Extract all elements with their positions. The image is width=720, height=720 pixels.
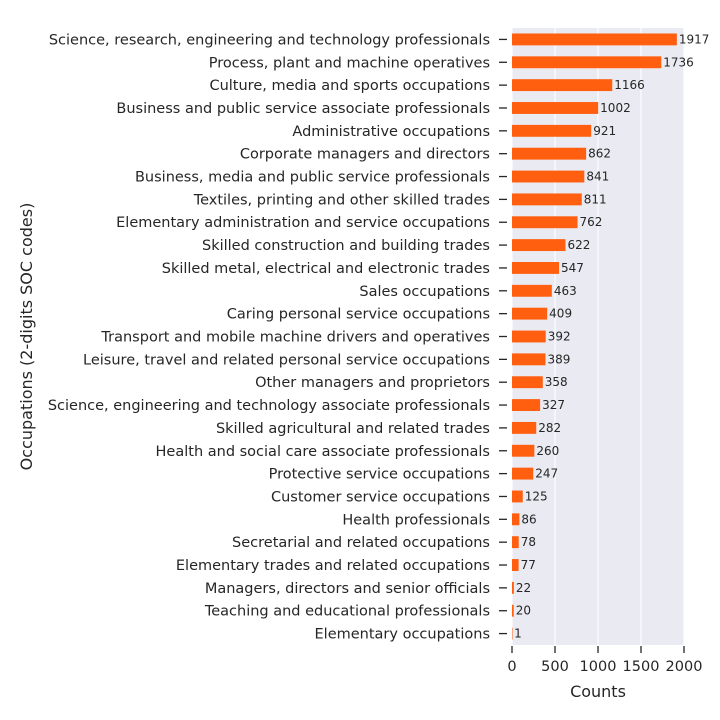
category-label: Business and public service associate pr… <box>116 101 490 117</box>
bar-value-label: 389 <box>547 352 570 366</box>
category-label: Customer service occupations <box>271 489 490 505</box>
category-label: Elementary occupations <box>315 627 491 643</box>
bar <box>512 376 543 389</box>
bar <box>512 421 537 434</box>
bar-value-label: 358 <box>545 375 568 389</box>
bar <box>512 627 513 640</box>
bar-value-label: 762 <box>580 215 603 229</box>
bar <box>512 56 662 69</box>
bar <box>512 604 514 617</box>
bar <box>512 513 520 526</box>
bar <box>512 559 519 571</box>
bar-value-label: 77 <box>521 558 536 572</box>
x-tick-label: 1000 <box>580 659 617 675</box>
category-label: Textiles, printing and other skilled tra… <box>193 192 490 208</box>
bar <box>512 399 541 411</box>
bar <box>512 330 546 343</box>
bar <box>512 467 534 480</box>
category-label: Administrative occupations <box>292 124 490 140</box>
bar <box>512 444 535 457</box>
bar <box>512 33 677 46</box>
category-label: Elementary trades and related occupation… <box>176 558 490 574</box>
bar-value-label: 463 <box>554 284 577 298</box>
bar <box>512 124 592 137</box>
category-label: Health and social care associate profess… <box>156 444 490 460</box>
bar <box>512 239 566 252</box>
category-label: Caring personal service occupations <box>227 307 490 323</box>
bar-value-label: 327 <box>542 398 565 412</box>
x-tick-label: 500 <box>541 659 569 675</box>
category-label: Skilled metal, electrical and electronic… <box>162 261 490 277</box>
category-label: Science, research, engineering and techn… <box>49 32 490 48</box>
category-label: Elementary administration and service oc… <box>116 215 490 231</box>
bar-value-label: 921 <box>593 124 616 138</box>
bar-value-label: 1 <box>514 627 522 641</box>
category-label: Transport and mobile machine drivers and… <box>100 330 490 346</box>
category-label: Managers, directors and senior officials <box>205 581 490 597</box>
category-label: Protective service occupations <box>269 467 490 483</box>
bar-value-labels: 1917 1736 1166 1002 921 862 841 811 762 622 547 463… <box>514 32 709 640</box>
bar-value-label: 260 <box>536 444 559 458</box>
bar <box>512 353 546 366</box>
bar-value-label: 86 <box>521 512 536 526</box>
bar <box>512 262 560 274</box>
category-label: Sales occupations <box>359 284 490 300</box>
bar-value-label: 841 <box>586 170 609 184</box>
category-label: Skilled construction and building trades <box>202 238 490 254</box>
category-label: Process, plant and machine operatives <box>209 55 490 71</box>
bar <box>512 284 552 297</box>
bars <box>512 33 677 640</box>
bar-value-label: 1917 <box>679 32 710 46</box>
bar-value-label: 392 <box>548 330 571 344</box>
bar-value-label: 22 <box>516 581 531 595</box>
bar-value-label: 622 <box>567 238 590 252</box>
category-axis: Science, research, engineering and techn… <box>48 32 507 643</box>
x-axis-title: Counts <box>570 682 626 701</box>
category-label: Business, media and public service profe… <box>135 170 490 186</box>
bar-value-label: 1166 <box>614 78 645 92</box>
bar <box>512 581 514 594</box>
bar-value-label: 78 <box>521 535 536 549</box>
bar <box>512 307 548 320</box>
bar <box>512 216 578 229</box>
category-label: Culture, media and sports occupations <box>209 78 490 94</box>
category-label: Other managers and proprietors <box>255 375 490 391</box>
x-tick-label: 2000 <box>666 659 703 675</box>
bar-value-label: 247 <box>535 467 558 481</box>
bar <box>512 147 587 160</box>
bar <box>512 490 523 503</box>
bar <box>512 193 582 206</box>
bar <box>512 102 599 114</box>
category-label: Leisure, travel and related personal ser… <box>83 352 490 368</box>
category-label: Teaching and educational professionals <box>204 604 490 620</box>
x-tick-label: 1500 <box>623 659 660 675</box>
bar-value-label: 862 <box>588 147 611 161</box>
bar-value-label: 125 <box>525 489 548 503</box>
category-label: Secretarial and related occupations <box>232 535 490 551</box>
bar-value-label: 1002 <box>600 101 631 115</box>
bar-value-label: 20 <box>516 604 531 618</box>
bar-value-label: 1736 <box>663 55 694 69</box>
bar <box>512 170 585 183</box>
category-label: Skilled agricultural and related trades <box>216 421 490 437</box>
x-tick-label: 0 <box>507 659 516 675</box>
bar-value-label: 547 <box>561 261 584 275</box>
bar-value-label: 409 <box>549 307 572 321</box>
bar-value-label: 811 <box>584 192 607 206</box>
y-axis-title: Occupations (2-digits SOC codes) <box>17 203 36 471</box>
category-label: Health professionals <box>342 512 490 528</box>
category-label: Corporate managers and directors <box>240 147 490 163</box>
bar <box>512 79 613 92</box>
bar-value-label: 282 <box>538 421 561 435</box>
bar <box>512 536 519 549</box>
x-axis: 0 500 1000 1500 2000 <box>507 646 702 675</box>
category-label: Science, engineering and technology asso… <box>48 398 490 414</box>
